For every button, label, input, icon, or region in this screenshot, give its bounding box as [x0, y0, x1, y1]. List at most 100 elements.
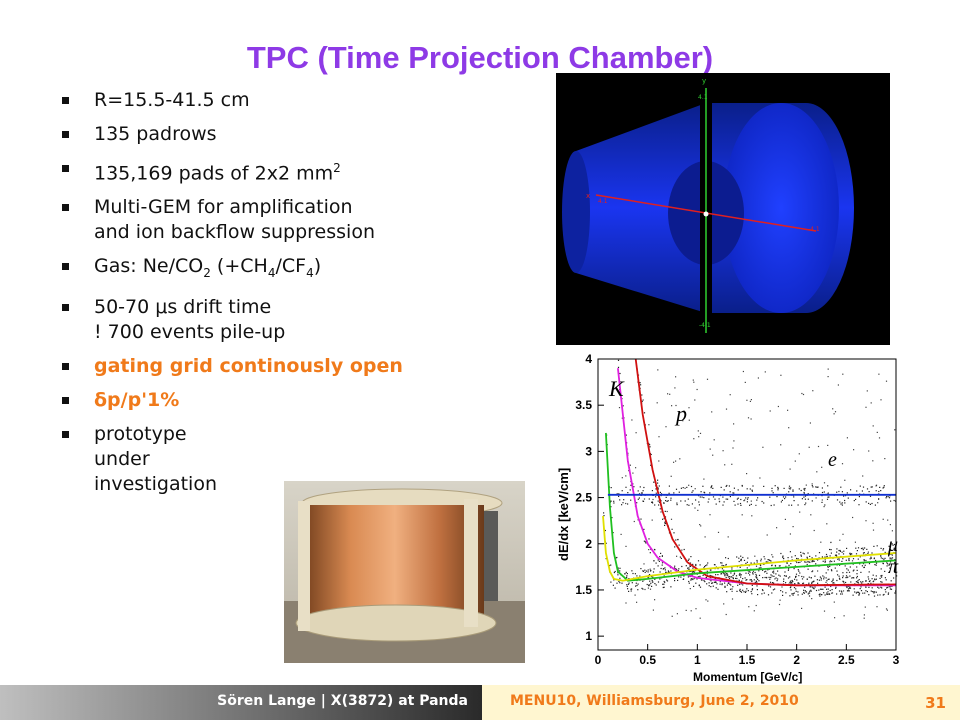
scatter-dot: [829, 555, 831, 557]
scatter-dot: [652, 609, 654, 611]
scatter-dot: [762, 569, 764, 571]
scatter-dot: [844, 502, 846, 504]
scatter-dot: [829, 561, 831, 563]
scatter-dot: [815, 497, 817, 499]
scatter-dot: [667, 500, 669, 502]
scatter-dot: [703, 567, 705, 569]
scatter-dot: [721, 584, 723, 586]
scatter-dot: [827, 588, 829, 590]
scatter-dot: [849, 575, 851, 577]
scatter-dot: [879, 577, 881, 579]
scatter-dot: [747, 557, 749, 559]
scatter-dot: [711, 411, 713, 413]
scatter-dot: [716, 583, 718, 585]
scatter-dot: [673, 461, 675, 463]
scatter-dot: [877, 586, 879, 588]
scatter-dot: [829, 593, 831, 595]
scatter-dot: [737, 497, 739, 499]
y-tick-label: 4: [585, 352, 592, 366]
scatter-dot: [740, 555, 742, 557]
scatter-dot: [659, 571, 661, 573]
scatter-dot: [878, 498, 880, 500]
scatter-dot: [698, 436, 700, 438]
scatter-dot: [870, 486, 872, 488]
scatter-dot: [876, 545, 878, 547]
scatter-dot: [858, 496, 860, 498]
scatter-dot: [789, 580, 792, 582]
scatter-dot: [853, 588, 855, 590]
scatter-dot: [726, 591, 728, 593]
scatter-dot: [842, 553, 845, 555]
scatter-dot: [730, 584, 732, 586]
scatter-dot: [883, 593, 885, 596]
scatter-dot: [688, 419, 690, 421]
scatter-dot: [789, 488, 791, 490]
scatter-dot: [811, 582, 813, 584]
scatter-dot: [884, 570, 886, 572]
scatter-dot: [706, 583, 708, 585]
scatter-dot: [785, 496, 787, 498]
scatter-dot: [777, 489, 779, 491]
scatter-dot: [736, 556, 738, 558]
scatter-dot: [875, 575, 877, 577]
scatter-dot: [849, 566, 851, 568]
scatter-dot: [792, 489, 794, 491]
scatter-dot: [882, 548, 885, 550]
scatter-dot: [732, 577, 734, 579]
scatter-dot: [819, 588, 822, 590]
scatter-dot: [817, 445, 820, 448]
scatter-dot: [654, 583, 656, 585]
scatter-dot: [795, 588, 797, 590]
scatter-dot: [812, 560, 814, 562]
y-tick-label: 3: [585, 444, 592, 458]
scatter-dot: [826, 592, 828, 594]
scatter-dot: [865, 580, 867, 582]
scatter-dot: [854, 541, 856, 543]
scatter-dot: [885, 579, 887, 581]
scatter-dot: [725, 613, 727, 616]
scatter-dot: [642, 588, 644, 590]
scatter-dot: [824, 586, 826, 588]
scatter-dot: [882, 594, 884, 596]
scatter-dot: [859, 588, 861, 590]
scatter-dot: [801, 578, 804, 580]
scatter-dot: [862, 592, 864, 594]
scatter-dot: [655, 488, 657, 490]
scatter-dot: [790, 589, 792, 591]
scatter-dot: [655, 584, 657, 586]
scatter-dot: [725, 573, 727, 575]
x-tick-label: 0.5: [639, 653, 656, 667]
scatter-dot: [889, 588, 891, 590]
scatter-dot: [771, 554, 773, 556]
scatter-dot: [691, 574, 693, 576]
scatter-dot: [660, 567, 662, 570]
scatter-dot: [738, 580, 740, 582]
scatter-dot: [880, 547, 882, 549]
scatter-dot: [785, 582, 787, 584]
scatter-dot: [854, 591, 856, 593]
scatter-dot: [870, 557, 872, 559]
scatter-dot: [811, 483, 813, 485]
scatter-dot: [846, 586, 848, 588]
scatter-points: [603, 359, 898, 619]
bullet-prototype: prototype under investigation: [60, 422, 264, 497]
scatter-dot: [626, 573, 628, 575]
scatter-dot: [791, 556, 793, 558]
scatter-dot: [715, 574, 717, 576]
scatter-dot: [771, 487, 773, 489]
scatter-dot: [805, 502, 807, 504]
scatter-dot: [699, 496, 701, 498]
scatter-dot: [880, 575, 882, 577]
scatter-dot: [892, 544, 894, 546]
scatter-dot: [807, 552, 809, 554]
scatter-dot: [868, 450, 870, 452]
scatter-dot: [804, 495, 807, 497]
scatter-dot: [732, 574, 734, 577]
scatter-dot: [818, 589, 820, 591]
scatter-dot: [691, 578, 693, 580]
scatter-dot: [812, 570, 814, 572]
scatter-dot: [666, 510, 668, 513]
scatter-dot: [636, 575, 638, 577]
scatter-dot: [657, 581, 660, 583]
scatter-dot: [790, 586, 792, 588]
